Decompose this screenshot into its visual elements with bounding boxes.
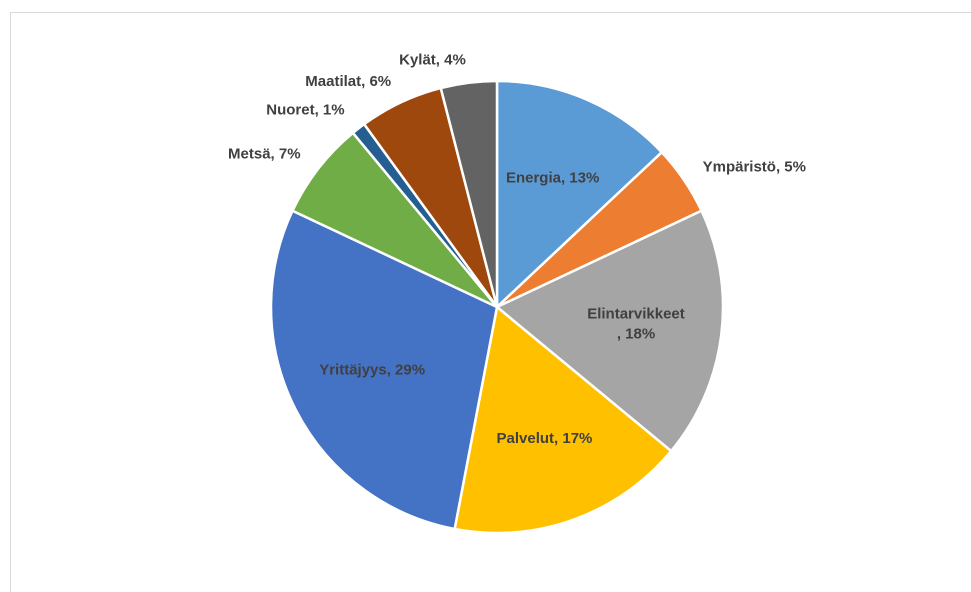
- data-label: Yrittäjyys, 29%: [319, 362, 425, 379]
- data-label: Kylät, 4%: [399, 51, 466, 68]
- data-label: Ympäristö, 5%: [703, 158, 806, 175]
- data-label: Elintarvikkeet, 18%: [587, 306, 685, 343]
- data-label: Metsä, 7%: [228, 146, 301, 163]
- pie-slice: [439, 79, 499, 308]
- pie-slice: [269, 209, 499, 531]
- data-label: Energia, 13%: [506, 169, 599, 186]
- pie-slice: [453, 304, 673, 535]
- data-label: Nuoret, 1%: [266, 102, 344, 119]
- pie-slice: [495, 79, 664, 310]
- pie-slice: [494, 209, 725, 453]
- data-label: Maatilat, 6%: [305, 73, 391, 90]
- data-label: Palvelut, 17%: [497, 430, 593, 447]
